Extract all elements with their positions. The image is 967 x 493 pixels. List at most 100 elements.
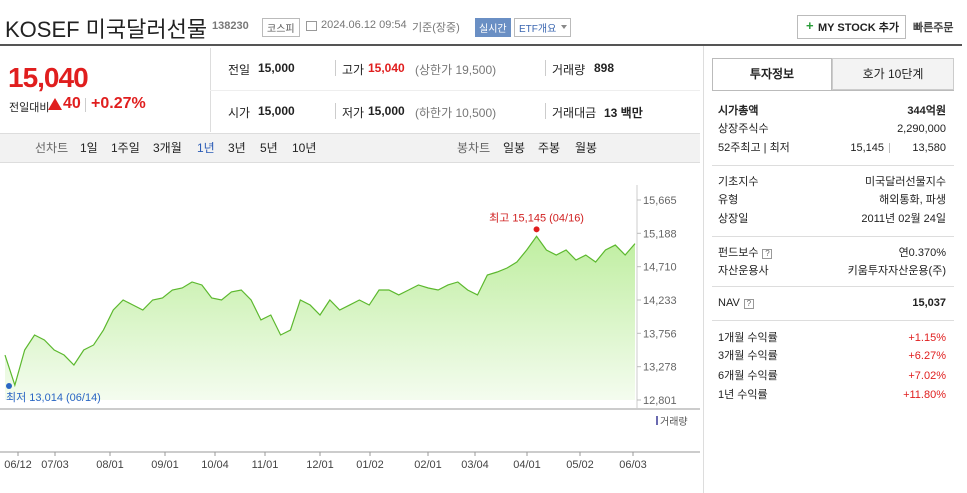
x-tick-label: 03/04 [461,459,489,468]
label: 고가 [342,63,365,77]
candle-tab[interactable]: 주봉 [538,141,561,155]
realtime-tag[interactable]: 실시간 [475,18,511,37]
info-label: 6개월 수익률 [718,370,778,382]
info-value: 15,145 [850,142,884,154]
x-tick-label: 10/04 [201,459,229,468]
period-tab[interactable]: 1주일 [111,141,140,155]
x-tick-label: 09/01 [151,459,179,468]
info-value: 키움투자자산운용(주) [847,265,946,277]
help-icon[interactable]: ? [743,299,754,309]
info-label: 1개월 수익률 [718,332,778,344]
info-row: 6개월 수익률 +7.02% [718,367,946,385]
info-row: 52주최고 | 최저 15,145 13,580 [718,139,946,157]
info-label: 펀드보수? [718,244,773,262]
value: 15,040 [368,61,405,75]
divider [712,236,954,237]
info-label: 상장주식수 [718,123,769,135]
y-tick-label: 15,665 [643,195,677,207]
value: 15,000 [368,104,405,118]
etf-text: ETF개요 [519,24,557,35]
info-label: 기초지수 [718,176,759,188]
divider [210,90,700,91]
help-icon[interactable]: ? [762,249,773,259]
x-tick-label: 05/02 [566,459,594,468]
candle-tab[interactable]: 월봉 [575,141,598,155]
label: 전일 [228,63,251,77]
divider [335,60,336,76]
candle-tab[interactable]: 일봉 [503,141,526,155]
info-label: 유형 [718,194,739,206]
candle-chart-label: 봉차트 [457,141,491,155]
up-triangle [48,98,62,110]
info-label: 1년 수익률 [718,389,768,401]
x-tick-label: 06/12 [4,459,32,468]
period-tab[interactable]: 3년 [228,141,246,155]
x-tick-label: 04/01 [513,459,541,468]
info-value: 13,580 [912,142,946,154]
info-row: 자산운용사 키움투자자산운용(주) [718,262,946,280]
chart-tabbar [0,133,700,163]
basis: 기준(장중) [412,22,460,34]
y-tick-label: 13,756 [643,328,677,340]
info-label: 시가총액 [718,105,759,117]
value: 13 백만 [604,106,643,120]
y-tick-label: 13,278 [643,362,677,374]
mystock-button[interactable]: MY STOCK 추가 [797,15,906,39]
orderbook-tab[interactable]: 호가 10단계 [832,58,954,90]
datetime: 2024.06.12 09:54 [321,19,407,31]
y-tick-label: 12,801 [643,395,677,407]
volume-label: 거래량 [660,416,688,428]
info-row: 1개월 수익률 +1.15% [718,329,946,347]
info-row: 기초지수 미국달러선물지수 [718,173,946,191]
quick-order[interactable]: 빠른주문 [913,22,954,34]
price-line [4,235,636,388]
header-rule [0,44,962,46]
period-tab[interactable]: 1일 [80,141,98,155]
label: 거래량 [552,63,586,77]
stock-code: 138230 [212,20,249,32]
market-tag: 코스피 [262,18,300,37]
info-row: 시가총액 344억원 [718,102,946,120]
x-tick-label: 01/02 [356,459,384,468]
divider [545,103,546,119]
value: 15,000 [258,104,295,118]
x-tick-label: 11/01 [252,459,279,468]
label: 거래대금 [552,106,597,120]
tab-text: 호가 10단계 [862,67,924,81]
current-price: 15,040 [8,62,89,93]
info-tab[interactable]: 투자정보 [712,58,832,90]
info-value: 2011년 02월 24일 [861,213,946,225]
etf-tag[interactable]: ETF개요 [514,18,572,37]
info-value: +6.27% [908,350,946,362]
lower-limit: (하한가 10,500) [415,106,497,120]
info-row: 펀드보수? 연0.370% [718,244,946,262]
x-tick-label: 02/01 [414,459,442,468]
info-value: 해외통화, 파생 [879,194,946,206]
x-tick-label: 12/01 [306,459,334,468]
info-row: 상장일 2011년 02월 24일 [718,210,946,228]
divider [712,286,954,287]
info-row: 1년 수익률 +11.80% [718,386,946,404]
info-label: 3개월 수익률 [718,350,778,362]
area [5,236,635,400]
info-value: +1.15% [908,332,946,344]
divider [545,60,546,76]
high-label: 최고 15,145 (04/16) [489,211,584,224]
divider [85,98,86,112]
low-label: 최저 13,014 (06/14) [6,391,101,404]
info-label: NAV? [718,294,754,312]
plus-icon: + [806,18,814,33]
period-tab[interactable]: 3개월 [153,141,182,155]
period-tab[interactable]: 10년 [292,141,317,155]
info-row: 유형 해외통화, 파생 [718,191,946,209]
chart: 12,801 13,278 13,756 14,233 14,710 15,188 15,6… [0,185,700,468]
period-tab[interactable]: 5년 [260,141,278,155]
change: 40 [63,95,81,112]
stock-name: KOSEF 미국달러선물 [5,17,208,42]
y-tick-label: 14,233 [643,295,677,307]
period-tab[interactable]: 1년 [197,141,215,155]
calendar-icon [306,21,317,31]
line-chart-label: 선차트 [35,141,69,155]
change-label: 전일대비 [9,102,50,114]
